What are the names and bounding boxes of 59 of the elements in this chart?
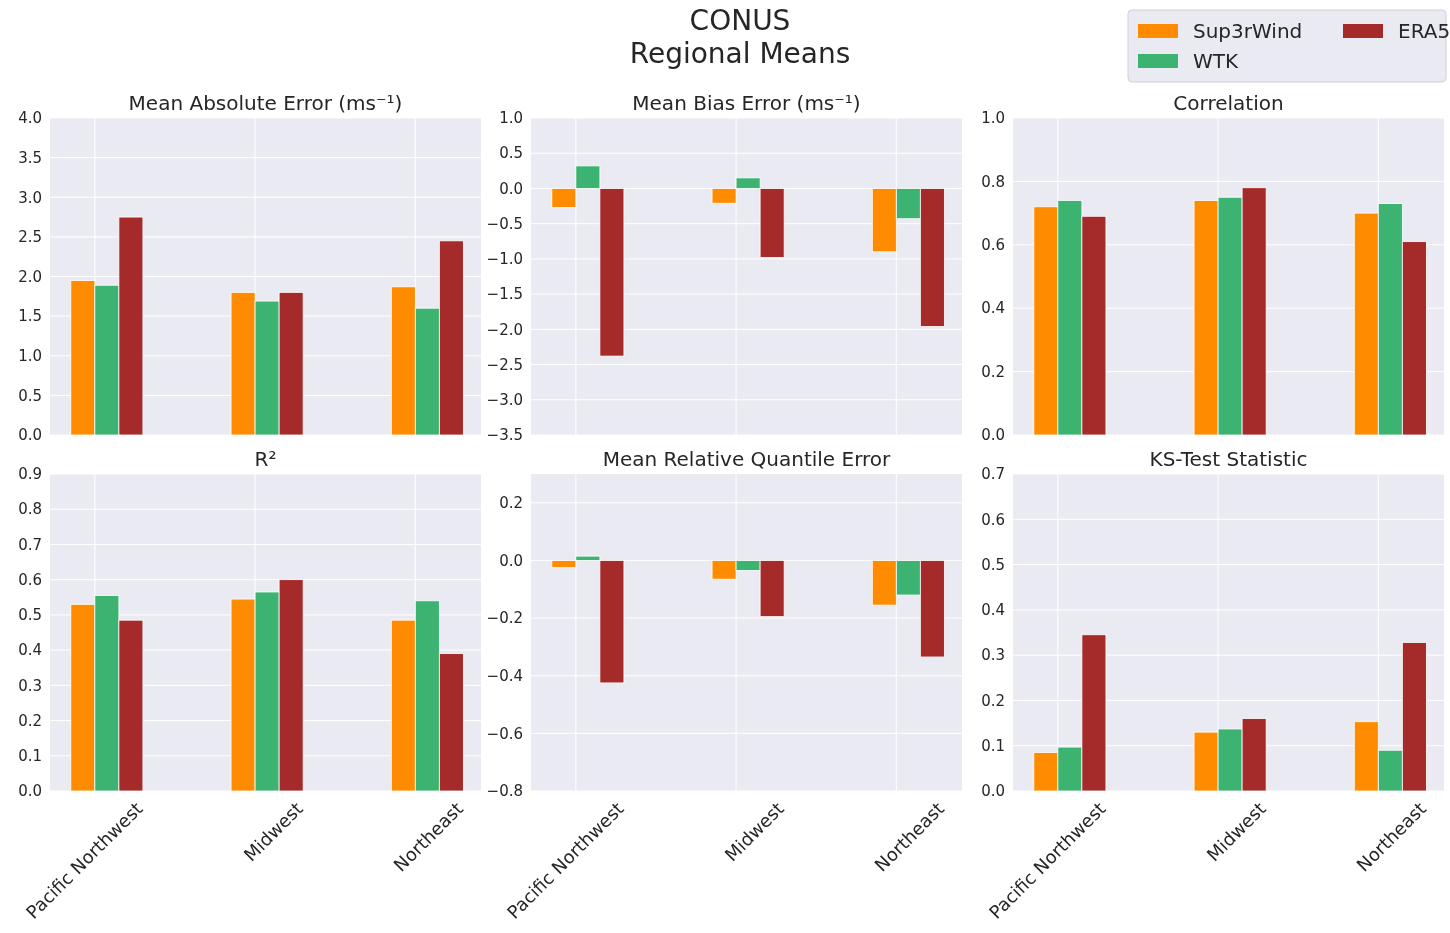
chart-title: Correlation	[1173, 91, 1284, 115]
chart-title: R²	[254, 447, 277, 471]
y-tick-label: 1.0	[981, 109, 1005, 128]
y-tick-label: 0.4	[18, 641, 42, 660]
y-tick-label: 1.0	[499, 109, 523, 128]
y-tick-label: 0.0	[499, 551, 523, 570]
y-tick-label: 2.5	[18, 228, 42, 247]
legend-label: Sup3rWind	[1193, 19, 1303, 43]
y-tick-label: 3.0	[18, 188, 42, 207]
legend-label: WTK	[1193, 49, 1239, 73]
y-tick-label: 0.0	[18, 426, 42, 445]
y-tick-label: 0.7	[18, 535, 42, 554]
y-tick-label: 0.3	[18, 676, 42, 695]
y-tick-label: 0.1	[18, 747, 42, 766]
y-tick-label: 2.0	[18, 267, 42, 286]
y-tick-label: 0.8	[18, 500, 42, 519]
y-tick-label: 0.0	[18, 782, 42, 801]
chart-title: Mean Relative Quantile Error	[602, 447, 892, 471]
y-tick-label: 0.0	[499, 179, 523, 198]
y-tick-label: 0.1	[981, 736, 1005, 755]
y-tick-label: 0.4	[981, 299, 1005, 318]
y-tick-label: 0.6	[18, 570, 42, 589]
y-tick-label: −2.0	[486, 320, 523, 339]
y-tick-label: 0.2	[981, 362, 1005, 381]
y-tick-label: −3.0	[486, 391, 523, 410]
chart-title: Mean Bias Error (ms⁻¹)	[632, 91, 861, 115]
chart-title: Mean Absolute Error (ms⁻¹)	[128, 91, 403, 115]
y-tick-label: 0.2	[18, 711, 42, 730]
y-tick-label: 0.2	[981, 691, 1005, 710]
y-tick-label: 0.4	[981, 601, 1005, 620]
y-tick-label: −0.6	[486, 724, 523, 743]
y-tick-label: −0.8	[486, 782, 523, 801]
y-tick-label: 3.5	[18, 148, 42, 167]
y-tick-label: 0.5	[499, 144, 523, 163]
y-tick-label: −1.5	[486, 285, 523, 304]
y-tick-label: 0.5	[981, 555, 1005, 574]
y-tick-label: 0.9	[18, 465, 42, 484]
y-tick-label: 0.2	[499, 494, 523, 513]
y-tick-label: −3.5	[486, 426, 523, 445]
y-tick-label: 0.0	[981, 782, 1005, 801]
y-tick-label: −2.5	[486, 355, 523, 374]
y-tick-label: 0.8	[981, 172, 1005, 191]
y-tick-label: −1.0	[486, 250, 523, 269]
y-tick-label: 0.3	[981, 646, 1005, 665]
chart-title: KS-Test Statistic	[1149, 447, 1308, 471]
y-tick-label: 1.0	[18, 347, 42, 365]
y-tick-label: 0.5	[18, 606, 42, 625]
y-tick-label: −0.2	[486, 609, 523, 628]
text: CONUS Regional Means	[629, 4, 851, 70]
y-tick-label: 0.0	[981, 426, 1005, 445]
y-tick-label: 0.6	[981, 236, 1005, 255]
y-tick-label: 4.0	[18, 109, 42, 128]
y-tick-label: 0.7	[981, 465, 1005, 484]
y-tick-label: −0.5	[486, 214, 523, 233]
y-tick-label: 0.6	[981, 510, 1005, 529]
y-tick-label: 0.5	[18, 386, 42, 405]
y-tick-label: −0.4	[486, 666, 523, 685]
legend-label: ERA5	[1398, 19, 1450, 43]
y-tick-label: 1.5	[18, 307, 42, 326]
